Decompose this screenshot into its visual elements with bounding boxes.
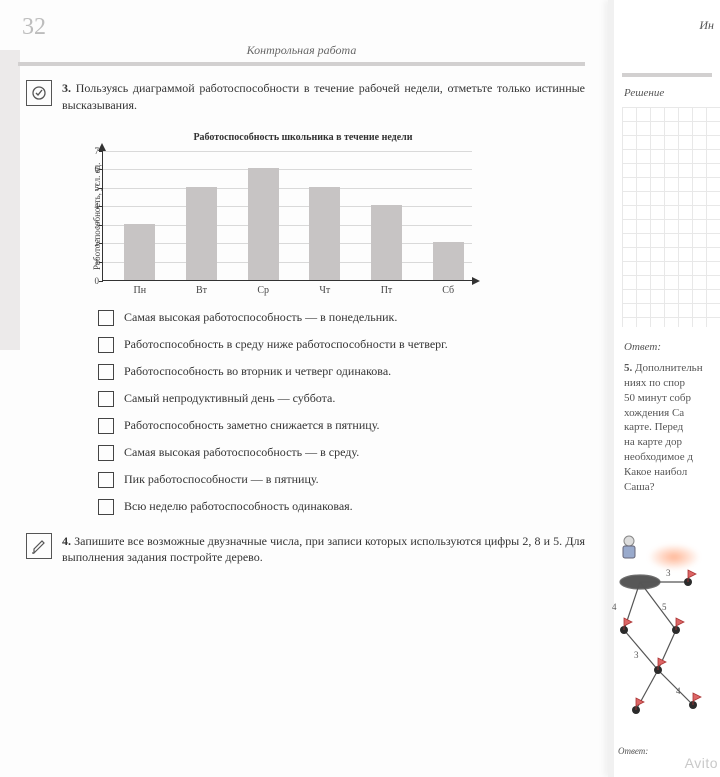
ytick-label: 3 [85, 220, 99, 230]
statement-text: Самый непродуктивный день — суббота. [124, 390, 538, 406]
xtick-label: Пн [134, 285, 147, 296]
gridline [103, 151, 472, 152]
chart-plot: 01234567ПнВтСрЧтПтСб [102, 151, 472, 281]
xtick-label: Сб [442, 285, 454, 296]
header-rule [18, 62, 585, 66]
edge-label: 3 [634, 650, 639, 660]
question-5-fragment: 5. Дополнительнниях по спор50 минут собр… [624, 361, 720, 495]
ytick-mark [99, 225, 103, 226]
chart: Работоспособность школьника в течение не… [88, 132, 518, 281]
grid-paper [622, 107, 720, 327]
task-4-text: 4. Запишите все возможные двузначные чис… [62, 533, 585, 567]
task-3-number: 3. [62, 81, 71, 95]
gridline [103, 243, 472, 244]
bar [186, 187, 217, 280]
bar [124, 224, 155, 280]
page-number: 32 [22, 14, 585, 41]
task-3-body: Пользуясь диаграммой работоспособности в… [62, 81, 585, 112]
ytick-mark [99, 188, 103, 189]
statement-text: Самая высокая работоспособность — в сред… [124, 444, 538, 460]
ytick-label: 4 [85, 201, 99, 211]
answer-label-1: Ответ: [624, 341, 720, 353]
statement-text: Работоспособность заметно снижается в пя… [124, 417, 538, 433]
pencil-icon [26, 533, 52, 559]
checkbox[interactable] [98, 472, 114, 488]
right-header-cut: Ин [614, 18, 714, 33]
task-4-body: Запишите все возможные двузначные числа,… [62, 534, 585, 565]
ytick-mark [99, 262, 103, 263]
statement-row: Всю неделю работоспособность одинаковая. [98, 498, 538, 515]
bar [309, 187, 340, 280]
xtick-label: Ср [257, 285, 269, 296]
gridline [103, 262, 472, 263]
right-header-rule [622, 73, 712, 77]
x-axis-arrow-icon [472, 277, 480, 285]
bar [371, 205, 402, 279]
ytick-label: 0 [85, 276, 99, 286]
gridline [103, 169, 472, 170]
statement-row: Самая высокая работоспособность — в поне… [98, 309, 538, 326]
bar [433, 242, 464, 279]
ytick-mark [99, 151, 103, 152]
edge-label: 4 [676, 686, 681, 696]
statement-text: Работоспособность в среду ниже работоспо… [124, 336, 538, 352]
ytick-mark [99, 243, 103, 244]
xtick-label: Вт [196, 285, 207, 296]
ytick-label: 2 [85, 238, 99, 248]
q5-number: 5. [624, 362, 632, 374]
statement-text: Работоспособность во вторник и четверг о… [124, 363, 538, 379]
checkbox[interactable] [98, 364, 114, 380]
left-page: 32 Контрольная работа 3. Пользуясь диагр… [0, 0, 605, 777]
ytick-mark [99, 281, 103, 282]
statement-row: Работоспособность во вторник и четверг о… [98, 363, 538, 380]
bar [248, 168, 279, 279]
edge-label: 4 [612, 602, 617, 612]
ytick-label: 7 [85, 146, 99, 156]
ytick-mark [99, 206, 103, 207]
edge-label: 5 [662, 602, 667, 612]
checkbox[interactable] [98, 445, 114, 461]
statement-row: Самый непродуктивный день — суббота. [98, 390, 538, 407]
gridline [103, 206, 472, 207]
blur-circle-icon [648, 544, 700, 570]
mini-diagram: 3 4 5 3 4 Ответ: [618, 540, 718, 740]
checkbox[interactable] [98, 391, 114, 407]
q5-lines: Дополнительнниях по спор50 минут собрхож… [624, 362, 703, 493]
solution-label: Решение [624, 87, 720, 99]
xtick-label: Пт [381, 285, 393, 296]
statement-text: Пик работоспособности — в пятницу. [124, 471, 538, 487]
ytick-label: 5 [85, 183, 99, 193]
ytick-label: 1 [85, 257, 99, 267]
task-4-number: 4. [62, 534, 71, 548]
ytick-label: 6 [85, 164, 99, 174]
page-header: Контрольная работа [18, 43, 585, 58]
ytick-mark [99, 169, 103, 170]
task-4: 4. Запишите все возможные двузначные чис… [26, 533, 585, 567]
xtick-label: Чт [319, 285, 330, 296]
person-icon [616, 534, 642, 564]
checkbox[interactable] [98, 499, 114, 515]
statement-text: Самая высокая работоспособность — в поне… [124, 309, 538, 325]
y-axis-arrow-icon [98, 143, 106, 151]
check-icon [26, 80, 52, 106]
task-3: 3. Пользуясь диаграммой работоспособност… [26, 80, 585, 114]
statement-row: Самая высокая работоспособность — в сред… [98, 444, 538, 461]
statements-list: Самая высокая работоспособность — в поне… [98, 309, 538, 515]
task-3-text: 3. Пользуясь диаграммой работоспособност… [62, 80, 585, 114]
checkbox[interactable] [98, 418, 114, 434]
watermark: Avito [685, 755, 718, 771]
statement-row: Работоспособность в среду ниже работоспо… [98, 336, 538, 353]
chart-title: Работоспособность школьника в течение не… [88, 132, 518, 143]
gridline [103, 225, 472, 226]
statement-text: Всю неделю работоспособность одинаковая. [124, 498, 538, 514]
gridline [103, 188, 472, 189]
checkbox[interactable] [98, 310, 114, 326]
statement-row: Работоспособность заметно снижается в пя… [98, 417, 538, 434]
statement-row: Пик работоспособности — в пятницу. [98, 471, 538, 488]
checkbox[interactable] [98, 337, 114, 353]
